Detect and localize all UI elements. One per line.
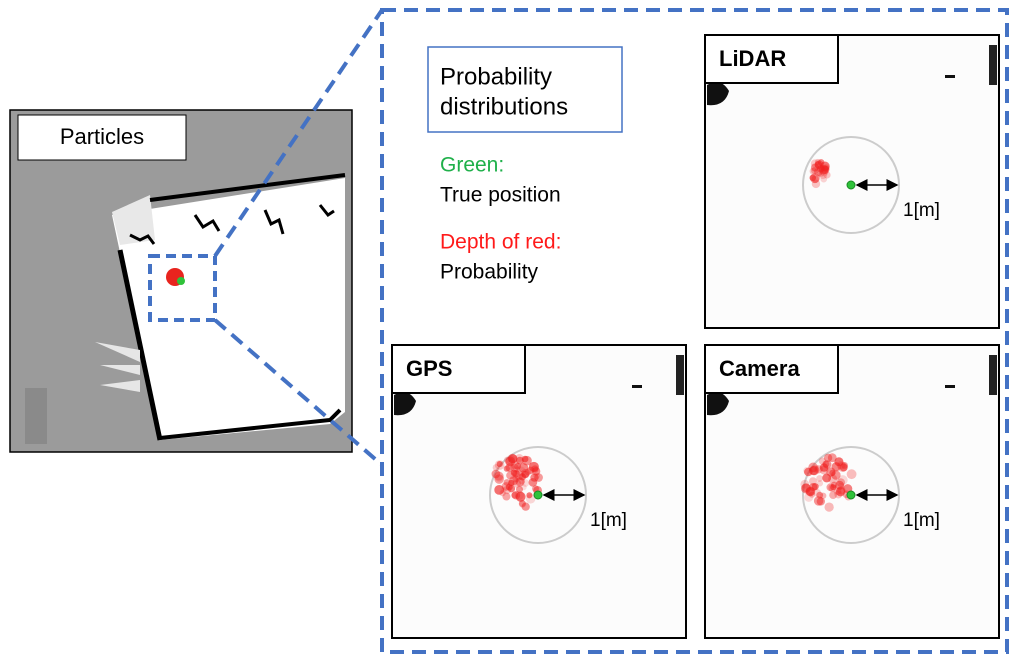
particle bbox=[837, 486, 845, 494]
particle bbox=[503, 486, 511, 494]
particle bbox=[809, 492, 815, 498]
scale-label: 1[m] bbox=[903, 200, 940, 221]
particle bbox=[825, 502, 834, 511]
particle bbox=[809, 175, 816, 182]
scale-label: 1[m] bbox=[590, 510, 627, 531]
particle bbox=[508, 454, 517, 463]
map-obstacle bbox=[632, 385, 642, 388]
particle bbox=[822, 474, 831, 483]
panel: 1[m] LiDAR bbox=[705, 35, 999, 328]
legend-text: Probability bbox=[440, 261, 539, 284]
particle bbox=[824, 454, 832, 462]
particle bbox=[494, 485, 504, 495]
figure: Particles Probability distributions Gree… bbox=[0, 0, 1011, 655]
particle bbox=[811, 167, 818, 174]
particle bbox=[519, 463, 528, 472]
legend-text: True position bbox=[440, 184, 561, 207]
map: Particles bbox=[10, 110, 352, 452]
particle bbox=[819, 171, 828, 180]
particle bbox=[838, 475, 848, 485]
map-obstacle bbox=[945, 385, 955, 388]
map-obstacle bbox=[945, 75, 955, 78]
particle bbox=[816, 475, 823, 482]
particle bbox=[829, 491, 837, 499]
legend-red: Depth of red: bbox=[440, 231, 561, 254]
map-obstacle bbox=[989, 45, 997, 85]
panel: 1[m] Camera bbox=[705, 345, 999, 638]
particle bbox=[820, 493, 826, 499]
particle bbox=[820, 161, 830, 171]
particle bbox=[494, 474, 503, 483]
map-label: Particles bbox=[60, 124, 144, 149]
legend-title: Probability bbox=[440, 63, 552, 90]
particle bbox=[809, 477, 817, 485]
panel-label: Camera bbox=[719, 356, 800, 381]
map-obstacle bbox=[989, 355, 997, 395]
true-position bbox=[534, 491, 542, 499]
particle bbox=[519, 478, 525, 484]
particle bbox=[838, 462, 848, 472]
true-position bbox=[847, 491, 855, 499]
panel-label: LiDAR bbox=[719, 46, 786, 71]
particle bbox=[511, 470, 518, 477]
particle bbox=[812, 465, 820, 473]
legend-title: distributions bbox=[440, 93, 568, 120]
true-position bbox=[847, 181, 855, 189]
particle bbox=[519, 500, 526, 507]
panel-label: GPS bbox=[406, 356, 452, 381]
scale-label: 1[m] bbox=[903, 510, 940, 531]
panel: 1[m] GPS bbox=[392, 345, 686, 638]
map-obstacle bbox=[676, 355, 684, 395]
particle bbox=[531, 465, 538, 472]
particle bbox=[803, 467, 810, 474]
particle bbox=[801, 484, 811, 494]
particle bbox=[847, 469, 857, 479]
legend: Probability distributions Green: True po… bbox=[428, 47, 622, 284]
particle bbox=[512, 491, 520, 499]
particle bbox=[530, 473, 538, 481]
legend-green: Green: bbox=[440, 154, 504, 177]
